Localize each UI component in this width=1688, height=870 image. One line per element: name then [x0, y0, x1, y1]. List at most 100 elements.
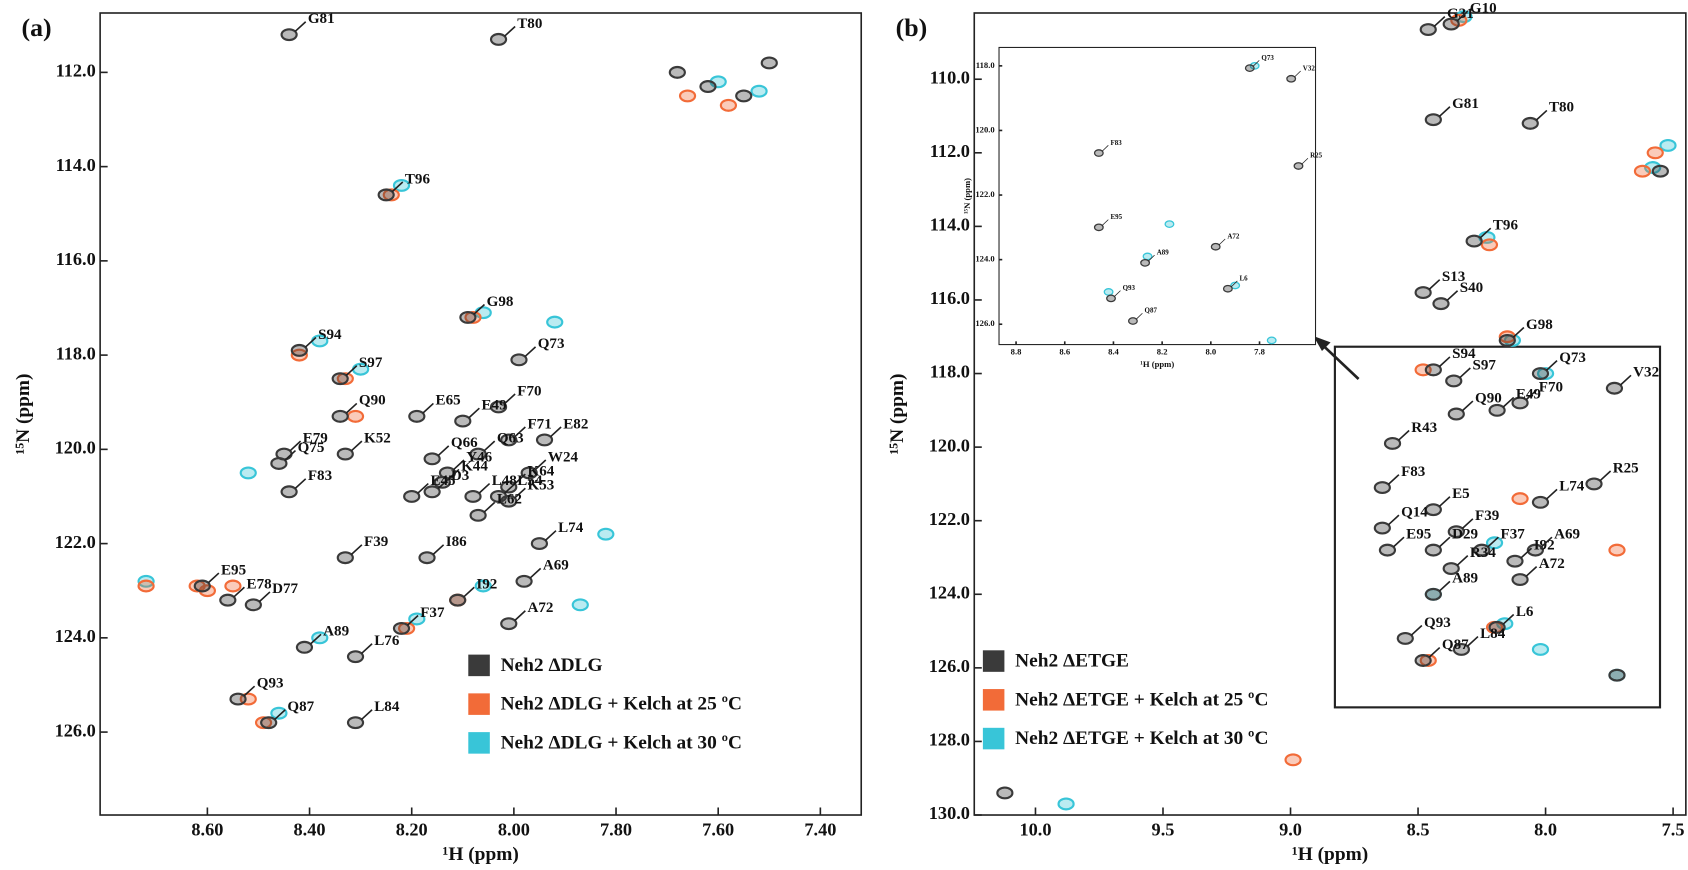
label-leader	[1502, 396, 1515, 408]
peak	[500, 480, 518, 494]
label-leader	[514, 426, 526, 438]
peak	[423, 485, 441, 499]
peak-label: R25	[1613, 460, 1639, 476]
peak	[1210, 242, 1221, 251]
peak	[469, 447, 487, 461]
peak	[1424, 113, 1442, 127]
x-tick-label: 8.6	[1059, 346, 1070, 356]
peak	[678, 89, 697, 103]
peak	[1659, 138, 1677, 152]
x-tick-label: 8.0	[1534, 820, 1557, 840]
label-leader	[504, 482, 516, 494]
peak-label: T96	[405, 171, 431, 187]
x-tick-label: 8.5	[1407, 820, 1430, 840]
peak	[1442, 562, 1460, 575]
peak-label: K64	[527, 463, 554, 479]
label-leader	[361, 709, 373, 721]
peak	[280, 485, 298, 499]
peak-label: F83	[1401, 464, 1426, 480]
peak-label: S97	[359, 355, 383, 371]
label-leader	[284, 449, 297, 461]
peak-label: E95	[1406, 527, 1431, 543]
peak	[1249, 61, 1260, 70]
y-tick-label: 126.0	[929, 656, 970, 676]
inset-arrow	[1318, 341, 1360, 380]
peak-label: I86	[446, 534, 467, 550]
label-leader	[447, 468, 460, 480]
peak	[489, 400, 508, 414]
y-tick-label: 124.0	[929, 582, 970, 602]
label-leader	[437, 445, 450, 457]
peak	[546, 315, 564, 329]
peak-label: S94	[1452, 346, 1476, 362]
peak	[1414, 286, 1432, 300]
peak	[260, 716, 278, 730]
label-leader	[1456, 10, 1469, 22]
peak-label: A72	[1539, 556, 1565, 572]
label-leader	[361, 643, 373, 655]
x-tick-label: 7.60	[702, 820, 734, 840]
peak	[137, 579, 155, 593]
plot-frame	[99, 12, 863, 816]
peak	[1536, 367, 1555, 380]
peak	[1373, 481, 1391, 495]
x-tick-label: 10.0	[1019, 820, 1051, 840]
y-tick-label: 120.0	[929, 435, 970, 455]
peak	[1465, 234, 1483, 248]
plot-frame	[973, 12, 1687, 816]
peak-label: Q90	[359, 393, 386, 409]
peak	[193, 579, 211, 593]
peak	[270, 457, 288, 470]
peak	[331, 372, 349, 386]
peak-label: L54	[517, 473, 543, 489]
peak	[408, 409, 426, 423]
peak	[1424, 503, 1442, 517]
label-leader	[432, 544, 445, 556]
peak-label: Q63	[497, 430, 524, 446]
peak	[1230, 281, 1241, 290]
peak-label: F71	[527, 416, 551, 432]
peak-label: F37	[1501, 527, 1526, 543]
y-tick-label: 126.0	[55, 720, 96, 740]
peak	[464, 490, 482, 503]
peak	[1605, 381, 1624, 395]
peak	[1526, 543, 1544, 557]
peak	[1164, 220, 1175, 228]
label-leader	[514, 487, 526, 499]
peak-label: Q73	[538, 336, 565, 352]
label-leader	[1525, 389, 1538, 401]
peak	[996, 786, 1014, 800]
peak	[1488, 620, 1506, 634]
peak	[336, 372, 354, 386]
peak	[510, 353, 528, 367]
peak	[1424, 363, 1442, 377]
label-leader	[1294, 70, 1301, 78]
y-tick-label: 128.0	[929, 730, 970, 750]
y-axis-label: ¹⁵N (ppm)	[887, 374, 908, 455]
peak	[469, 508, 487, 522]
legend-label: Neh2 ΔETGE + Kelch at 25 ºC	[1015, 689, 1268, 710]
label-leader	[1599, 470, 1612, 482]
peak-label: A89	[1452, 571, 1478, 587]
peak	[1511, 492, 1529, 506]
label-leader	[1102, 145, 1109, 152]
legend-label: Neh2 ΔDLG + Kelch at 25 ºC	[501, 694, 742, 715]
peak-label: I92	[476, 577, 497, 593]
label-leader	[345, 365, 358, 377]
peak-label: L84	[1480, 626, 1506, 642]
label-leader	[1545, 360, 1558, 371]
label-leader	[274, 709, 286, 721]
peak-label: A69	[543, 558, 569, 574]
y-tick-label: 116.0	[930, 288, 970, 308]
peak	[311, 631, 329, 645]
peak	[474, 579, 492, 593]
label-leader	[1512, 326, 1525, 338]
peak	[382, 188, 400, 202]
label-leader	[1461, 400, 1474, 412]
peak	[1511, 573, 1529, 587]
label-leader	[1459, 367, 1471, 379]
peak-label: A72	[527, 600, 553, 616]
label-leader	[1456, 555, 1469, 566]
label-leader	[1438, 496, 1451, 508]
